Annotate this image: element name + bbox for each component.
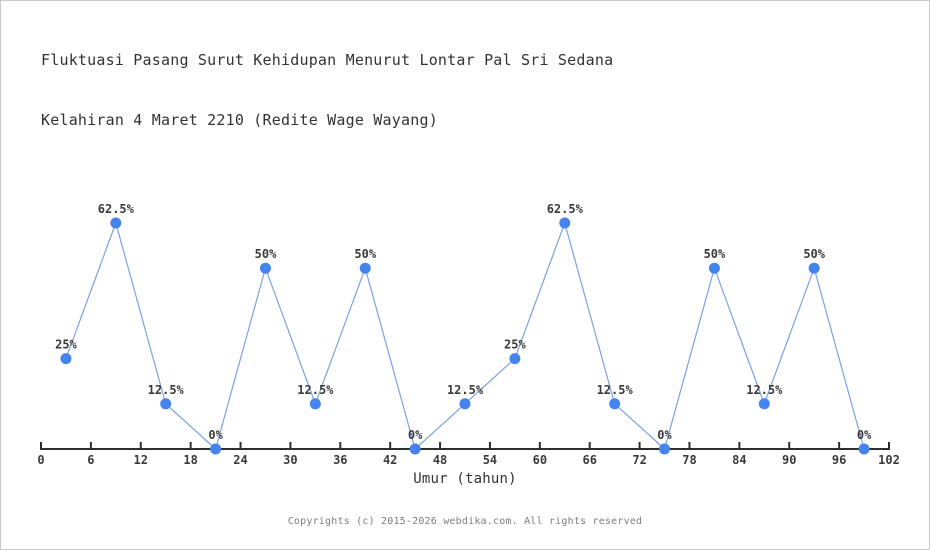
data-point-label: 62.5% (547, 202, 584, 216)
data-point-label: 12.5% (148, 383, 185, 397)
copyright-text: Copyrights (c) 2015-2026 webdika.com. Al… (287, 516, 643, 527)
x-axis-tick-label: 102 (878, 453, 900, 467)
x-axis-tick-label: 6 (87, 453, 94, 467)
data-point-label: 50% (255, 247, 277, 261)
data-point (210, 443, 222, 455)
data-point-label: 50% (354, 247, 376, 261)
data-point (359, 262, 371, 274)
data-line (65, 221, 865, 451)
data-point (309, 398, 321, 410)
x-axis-tick-label: 96 (832, 453, 846, 467)
x-axis-tick-label: 36 (333, 453, 347, 467)
data-point (110, 217, 122, 229)
data-point (758, 398, 770, 410)
x-axis-tick-label: 12 (134, 453, 148, 467)
x-axis-tick-label: 84 (732, 453, 746, 467)
data-point (659, 443, 671, 455)
data-point-label: 12.5% (447, 383, 484, 397)
chart-title-line2: Kelahiran 4 Maret 2210 (Redite Wage Waya… (41, 111, 438, 129)
data-point-label: 0% (857, 428, 872, 442)
data-point-label: 12.5% (746, 383, 783, 397)
x-axis-tick-label: 54 (483, 453, 497, 467)
data-point (459, 398, 471, 410)
x-axis-tick-label: 24 (233, 453, 247, 467)
data-point (808, 262, 820, 274)
data-point (509, 353, 521, 365)
x-axis-tick-label: 42 (383, 453, 397, 467)
chart-title-line1: Fluktuasi Pasang Surut Kehidupan Menurut… (41, 51, 614, 69)
data-point-label: 0% (208, 428, 223, 442)
data-point-label: 0% (657, 428, 672, 442)
x-axis-tick-label: 60 (533, 453, 547, 467)
data-point (708, 262, 720, 274)
x-axis-tick-label: 90 (782, 453, 796, 467)
data-point-label: 0% (408, 428, 423, 442)
data-point (559, 217, 571, 229)
data-point-label: 50% (803, 247, 825, 261)
data-point-label: 62.5% (98, 202, 135, 216)
chart-title: Fluktuasi Pasang Surut Kehidupan Menurut… (41, 10, 613, 170)
x-axis-tick-label: 0 (37, 453, 44, 467)
x-axis-tick-label: 78 (682, 453, 696, 467)
x-axis-tick-label: 30 (283, 453, 297, 467)
x-axis-tick-label: 48 (433, 453, 447, 467)
x-axis-tick-label: 18 (183, 453, 197, 467)
data-point (60, 353, 72, 365)
data-point-label: 25% (504, 338, 526, 352)
data-point (409, 443, 421, 455)
data-point-label: 12.5% (597, 383, 634, 397)
data-point (858, 443, 870, 455)
x-axis-tick-label: 72 (632, 453, 646, 467)
data-point (160, 398, 172, 410)
data-point-label: 25% (55, 338, 77, 352)
x-axis-title: Umur (tahun) (413, 471, 517, 487)
data-point (259, 262, 271, 274)
data-point (609, 398, 621, 410)
data-point-label: 50% (704, 247, 726, 261)
x-axis-tick-label: 66 (582, 453, 596, 467)
data-point-label: 12.5% (297, 383, 334, 397)
